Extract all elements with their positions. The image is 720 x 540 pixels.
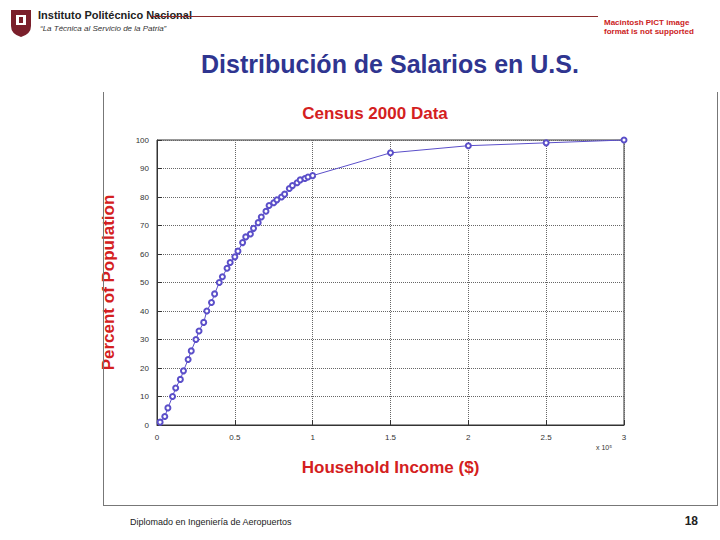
svg-text:30: 30 [140,335,149,344]
svg-text:80: 80 [140,193,149,202]
svg-text:3: 3 [622,433,627,442]
svg-text:90: 90 [140,164,149,173]
html-text:“La Técnica al Servicio de la: “La Técnica al Servicio de la Patria” [40,24,167,33]
svg-text:2.5: 2.5 [541,433,553,442]
html-text:Distribución de Salarios en U.: Distribución de Salarios en U.S. [201,50,579,78]
html-text:Instituto Politécnico Nacional: Instituto Politécnico Nacional [38,9,192,21]
svg-text:0.5: 0.5 [229,433,241,442]
svg-text:x 10⁵: x 10⁵ [596,444,612,451]
svg-text:50: 50 [140,278,149,287]
svg-text:20: 20 [140,364,149,373]
svg-text:Census 2000 Data: Census 2000 Data [302,104,448,123]
svg-text:Percent of Population: Percent of Population [99,195,118,371]
svg-text:Household Income ($): Household Income ($) [302,458,480,477]
html-text:18: 18 [684,514,698,528]
svg-text:0: 0 [145,421,150,430]
svg-text:1.5: 1.5 [385,433,397,442]
svg-text:2: 2 [466,433,471,442]
svg-text:1: 1 [310,433,315,442]
html-text:Diplomado en Ingeniería de Aer: Diplomado en Ingeniería de Aeropuertos [130,517,292,527]
svg-text:60: 60 [140,250,149,259]
svg-text:40: 40 [140,307,149,316]
svg-text:10: 10 [140,392,149,401]
svg-text:0: 0 [155,433,160,442]
svg-text:100: 100 [136,136,150,145]
svg-text:70: 70 [140,221,149,230]
html-text:Macintosh PICT image format is: Macintosh PICT image format is not suppo… [604,18,694,36]
